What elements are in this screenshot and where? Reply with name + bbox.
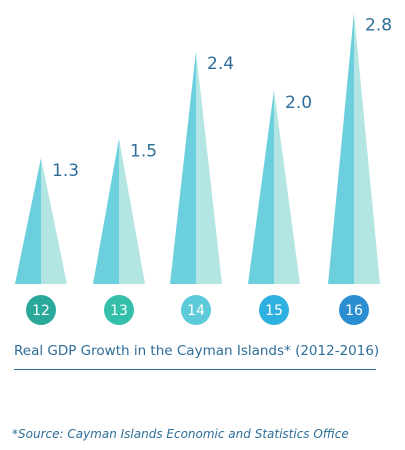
year-badge-14 (181, 295, 211, 325)
year-badge-13 (104, 295, 134, 325)
bar-spike-left-face (248, 90, 274, 284)
value-label-16: 2.8 (365, 15, 392, 35)
category-label-12: 12 (32, 303, 50, 319)
bar-spike-left-face (170, 51, 196, 285)
year-badge-12 (26, 295, 56, 325)
category-label-15: 15 (265, 303, 283, 319)
bar-spike-15 (248, 90, 300, 284)
bar-spike-left-face (93, 138, 119, 284)
bar-spike-right-face (41, 157, 67, 284)
bar-spike-left-face (15, 157, 41, 284)
chart-title: Real GDP Growth in the Cayman Islands* (… (14, 343, 380, 359)
bar-spike-12 (15, 157, 67, 284)
category-label-14: 14 (187, 303, 205, 319)
bar-spike-right-face (274, 90, 300, 284)
source-note: *Source: Cayman Islands Economic and Sta… (12, 427, 349, 441)
category-label-13: 13 (110, 303, 128, 319)
title-divider (14, 369, 376, 370)
value-label-15: 2.0 (285, 93, 312, 113)
category-label-16: 16 (345, 303, 363, 319)
value-label-13: 1.5 (130, 142, 157, 162)
value-label-14: 2.4 (207, 54, 234, 74)
chart-canvas: 1.3 12 1.5 13 2.4 14 2.0 15 2.8 16 (15, 12, 392, 325)
bar-spike-13 (93, 138, 145, 284)
value-label-12: 1.3 (52, 161, 79, 181)
bar-spike-16 (328, 12, 380, 285)
year-badge-16 (339, 295, 369, 325)
bar-spike-14 (170, 51, 222, 285)
bar-spike-left-face (328, 12, 354, 285)
year-badge-15 (259, 295, 289, 325)
bar-spike-right-face (119, 138, 145, 284)
bar-spike-right-face (354, 12, 380, 285)
bar-spike-right-face (196, 51, 222, 285)
